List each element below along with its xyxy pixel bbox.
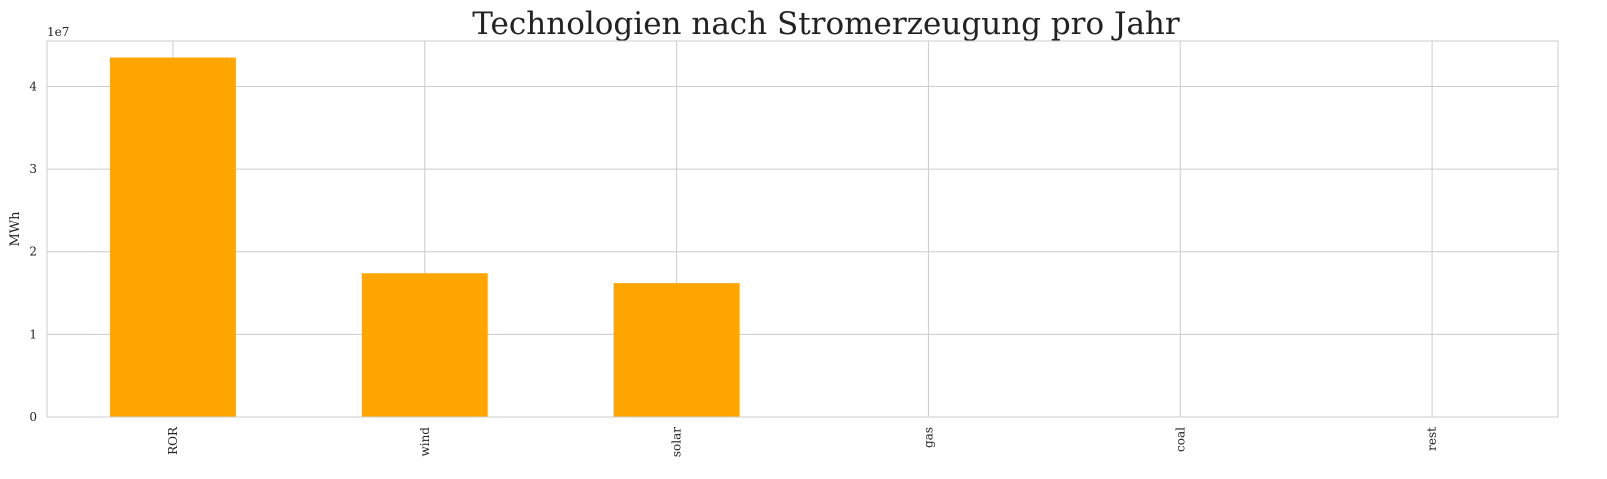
x-tick-label: wind	[418, 427, 432, 457]
y-tick-label: 4	[29, 79, 37, 93]
y-axis-offset-label: 1e7	[47, 25, 69, 39]
x-tick-label: solar	[670, 427, 684, 457]
y-axis-label: MWh	[8, 211, 23, 247]
bar-ror	[109, 57, 236, 418]
bar-wind	[361, 273, 488, 417]
x-tick-labels: ROR wind solar gas coal rest	[166, 426, 1439, 457]
y-tick-label: 1	[29, 327, 37, 341]
plot-frame	[46, 40, 1559, 418]
y-tick-labels: 0 1 2 3 4	[29, 79, 37, 424]
grid-lines	[47, 41, 1558, 418]
y-tick-label: 3	[29, 162, 37, 176]
chart-title: Technologien nach Stromerzeugung pro Jah…	[472, 6, 1180, 42]
bar-solar	[613, 283, 740, 417]
x-tick-label: ROR	[166, 426, 180, 455]
y-tick-label: 2	[29, 245, 37, 259]
x-tick-label: coal	[1173, 427, 1187, 452]
bars	[109, 57, 740, 418]
x-tick-label: rest	[1425, 427, 1439, 451]
x-tick-label: gas	[921, 427, 935, 448]
y-tick-label: 0	[29, 410, 37, 424]
